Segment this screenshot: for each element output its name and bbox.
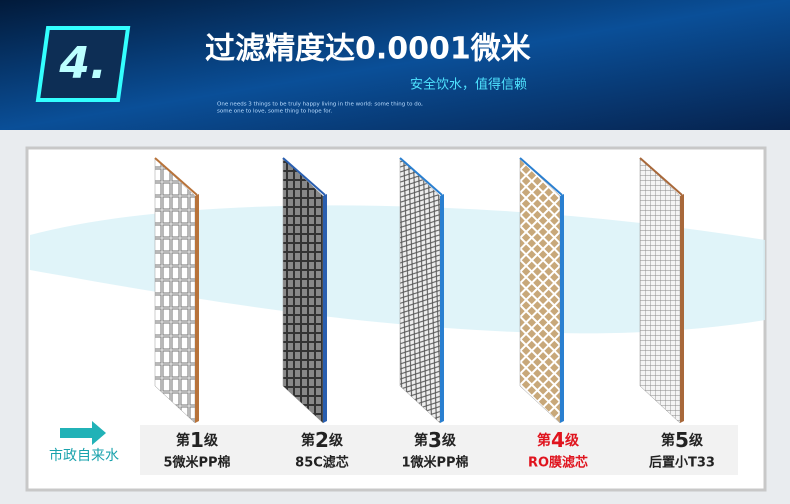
filter-panel	[639, 157, 681, 424]
filter-edge	[440, 194, 444, 423]
water-swirl	[30, 205, 765, 334]
stage-prefix: 第	[414, 432, 428, 449]
header-band	[0, 0, 790, 130]
stage-suffix: 级	[689, 432, 704, 449]
stage-number: 2	[315, 428, 329, 452]
filter-panel	[154, 157, 196, 424]
stage-number: 1	[190, 428, 204, 452]
filter-edge	[195, 194, 199, 423]
stage-suffix: 级	[442, 432, 457, 449]
stage-prefix: 第	[661, 432, 675, 449]
filter-top	[154, 157, 198, 196]
filter-panel	[519, 157, 561, 424]
stage-level: 第1级	[176, 428, 219, 452]
stage-number: 4	[551, 428, 565, 452]
filter-panel	[282, 157, 324, 424]
stage-name: 85C滤芯	[295, 455, 349, 471]
subtitle: 安全饮水，值得信赖	[410, 77, 527, 93]
filters	[154, 157, 684, 424]
quote: One needs 3 things to be truly happy liv…	[217, 102, 423, 108]
stage-suffix: 级	[204, 432, 219, 449]
stage-labels: 第1级5微米PP棉第2级85C滤芯第3级1微米PP棉第4级RO膜滤芯第5级后置小…	[163, 428, 715, 471]
stage-number: 5	[675, 428, 689, 452]
stage-prefix: 第	[537, 432, 551, 449]
stage-prefix: 第	[176, 432, 190, 449]
stage-level: 第4级	[537, 428, 580, 452]
stage-name: 1微米PP棉	[401, 455, 468, 471]
stage-number: 3	[428, 428, 442, 452]
label-band	[140, 425, 738, 475]
filter-top	[282, 157, 326, 196]
stage-level: 第5级	[661, 428, 704, 452]
title: 过滤精度达0.0001微米	[205, 32, 531, 67]
quote: some one to love, some thing to hope for…	[217, 109, 332, 115]
stage-prefix: 第	[301, 432, 315, 449]
badge: 4.	[35, 26, 131, 102]
filter-edge	[323, 194, 327, 423]
stage-name: RO膜滤芯	[528, 455, 588, 471]
arrow	[60, 421, 106, 445]
filter-edge	[680, 194, 684, 423]
source-label: 市政自来水	[49, 447, 119, 464]
stage-suffix: 级	[565, 432, 580, 449]
stage-suffix: 级	[329, 432, 344, 449]
filter-top	[519, 157, 563, 196]
filter-edge	[560, 194, 564, 423]
stage-name: 后置小T33	[649, 455, 715, 471]
stage-level: 第2级	[301, 428, 344, 452]
filter-panel	[399, 157, 441, 424]
stage-name: 5微米PP棉	[163, 455, 230, 471]
badge-text: 4.	[58, 38, 106, 89]
stage-level: 第3级	[414, 428, 457, 452]
filter-top	[399, 157, 443, 196]
filter-top	[639, 157, 683, 196]
